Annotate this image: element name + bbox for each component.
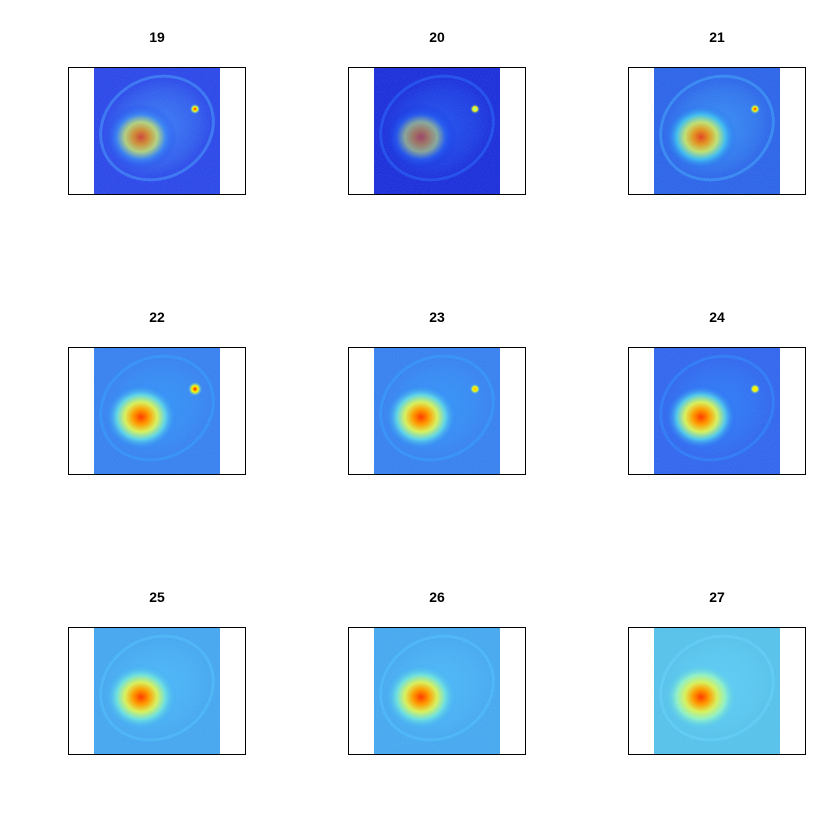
panel-title: 19 <box>149 29 165 45</box>
panel-plot-frame <box>628 347 806 475</box>
panel-plot-frame <box>68 67 246 195</box>
hot-spot <box>470 104 480 114</box>
nucleus-region <box>665 664 737 730</box>
heatmap-image <box>94 348 220 474</box>
panel-title: 22 <box>149 309 165 325</box>
panel-title: 20 <box>429 29 445 45</box>
panel-plot-frame <box>628 627 806 755</box>
panel-plot-frame <box>348 67 526 195</box>
heatmap-image <box>374 628 500 754</box>
panel-plot-frame <box>68 627 246 755</box>
hot-spot <box>750 104 760 114</box>
panel-title: 26 <box>429 589 445 605</box>
panel-title: 25 <box>149 589 165 605</box>
panel-plot-frame <box>348 627 526 755</box>
nucleus-region <box>385 384 457 450</box>
nucleus-region <box>105 104 177 170</box>
hot-spot <box>750 384 760 394</box>
heatmap-image <box>94 628 220 754</box>
heatmap-image <box>374 68 500 194</box>
hot-spot <box>470 384 480 394</box>
panel-plot-frame <box>348 347 526 475</box>
heatmap-image <box>94 68 220 194</box>
nucleus-region <box>385 664 457 730</box>
nucleus-region <box>385 104 457 170</box>
heatmap-image <box>654 68 780 194</box>
panel-title: 21 <box>709 29 725 45</box>
panel-plot-frame <box>628 67 806 195</box>
hot-spot <box>188 382 202 396</box>
nucleus-region <box>665 384 737 450</box>
heatmap-image <box>374 348 500 474</box>
heatmap-image <box>654 628 780 754</box>
panel-title: 23 <box>429 309 445 325</box>
nucleus-region <box>105 384 177 450</box>
heatmap-image <box>654 348 780 474</box>
panel-title: 24 <box>709 309 725 325</box>
panel-title: 27 <box>709 589 725 605</box>
nucleus-region <box>105 664 177 730</box>
nucleus-region <box>665 104 737 170</box>
hot-spot <box>190 104 200 114</box>
panel-plot-frame <box>68 347 246 475</box>
